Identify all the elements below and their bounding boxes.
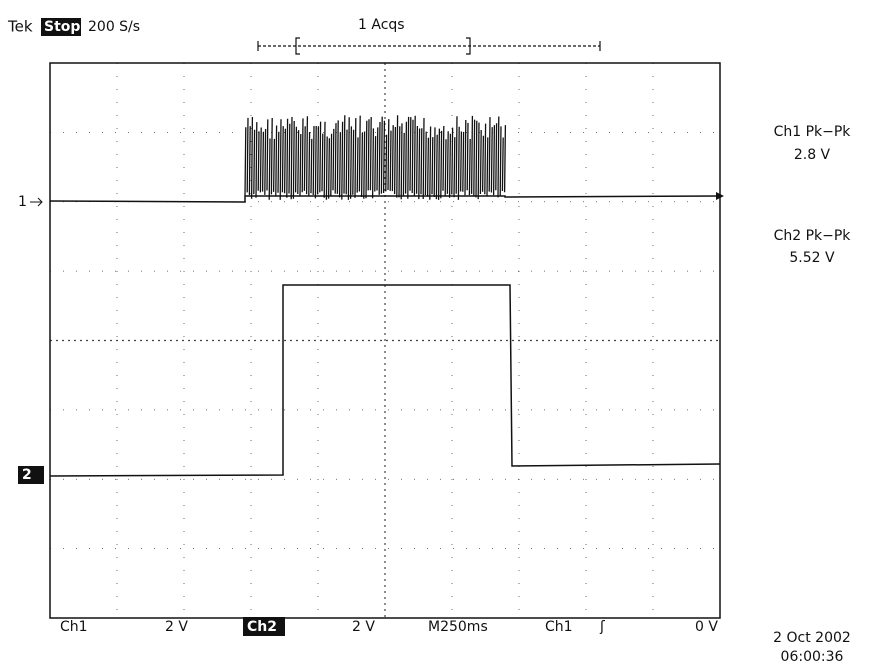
- ch2-label: Ch2: [247, 619, 277, 635]
- ch1-marker: 1: [18, 194, 27, 210]
- acquisitions: 1 Acqs: [358, 17, 405, 33]
- ch1-arrow: [30, 198, 42, 206]
- date: 2 Oct 2002: [773, 630, 851, 646]
- sample-rate: 200 S/s: [88, 19, 140, 35]
- ch2-scale: 2 V: [352, 619, 375, 635]
- ch2-marker: 2: [22, 467, 32, 483]
- graticule: [50, 63, 720, 618]
- trigger-source: Ch1: [545, 619, 573, 635]
- ch1-label: Ch1: [60, 619, 88, 635]
- trigger-slope: ʃ: [599, 619, 605, 635]
- time: 06:00:36: [781, 649, 844, 665]
- ch1-burst: [245, 115, 505, 200]
- measurement-label: Ch1 Pk−Pk: [774, 124, 852, 140]
- ch1-scale: 2 V: [165, 619, 188, 635]
- acquisition-state: Stop: [44, 19, 80, 35]
- measurement-value: 2.8 V: [794, 147, 831, 163]
- measurement-label: Ch2 Pk−Pk: [774, 228, 852, 244]
- measurement-value: 5.52 V: [789, 250, 835, 266]
- trigger-level: 0 V: [695, 619, 718, 635]
- oscilloscope-screen: Tek Stop 200 S/s 1 Acqs 1 2 Ch1 Pk−Pk 2.…: [0, 0, 878, 665]
- timebase: M250ms: [428, 619, 488, 635]
- trigger-position-bar: [258, 38, 600, 54]
- brand: Tek: [7, 18, 33, 36]
